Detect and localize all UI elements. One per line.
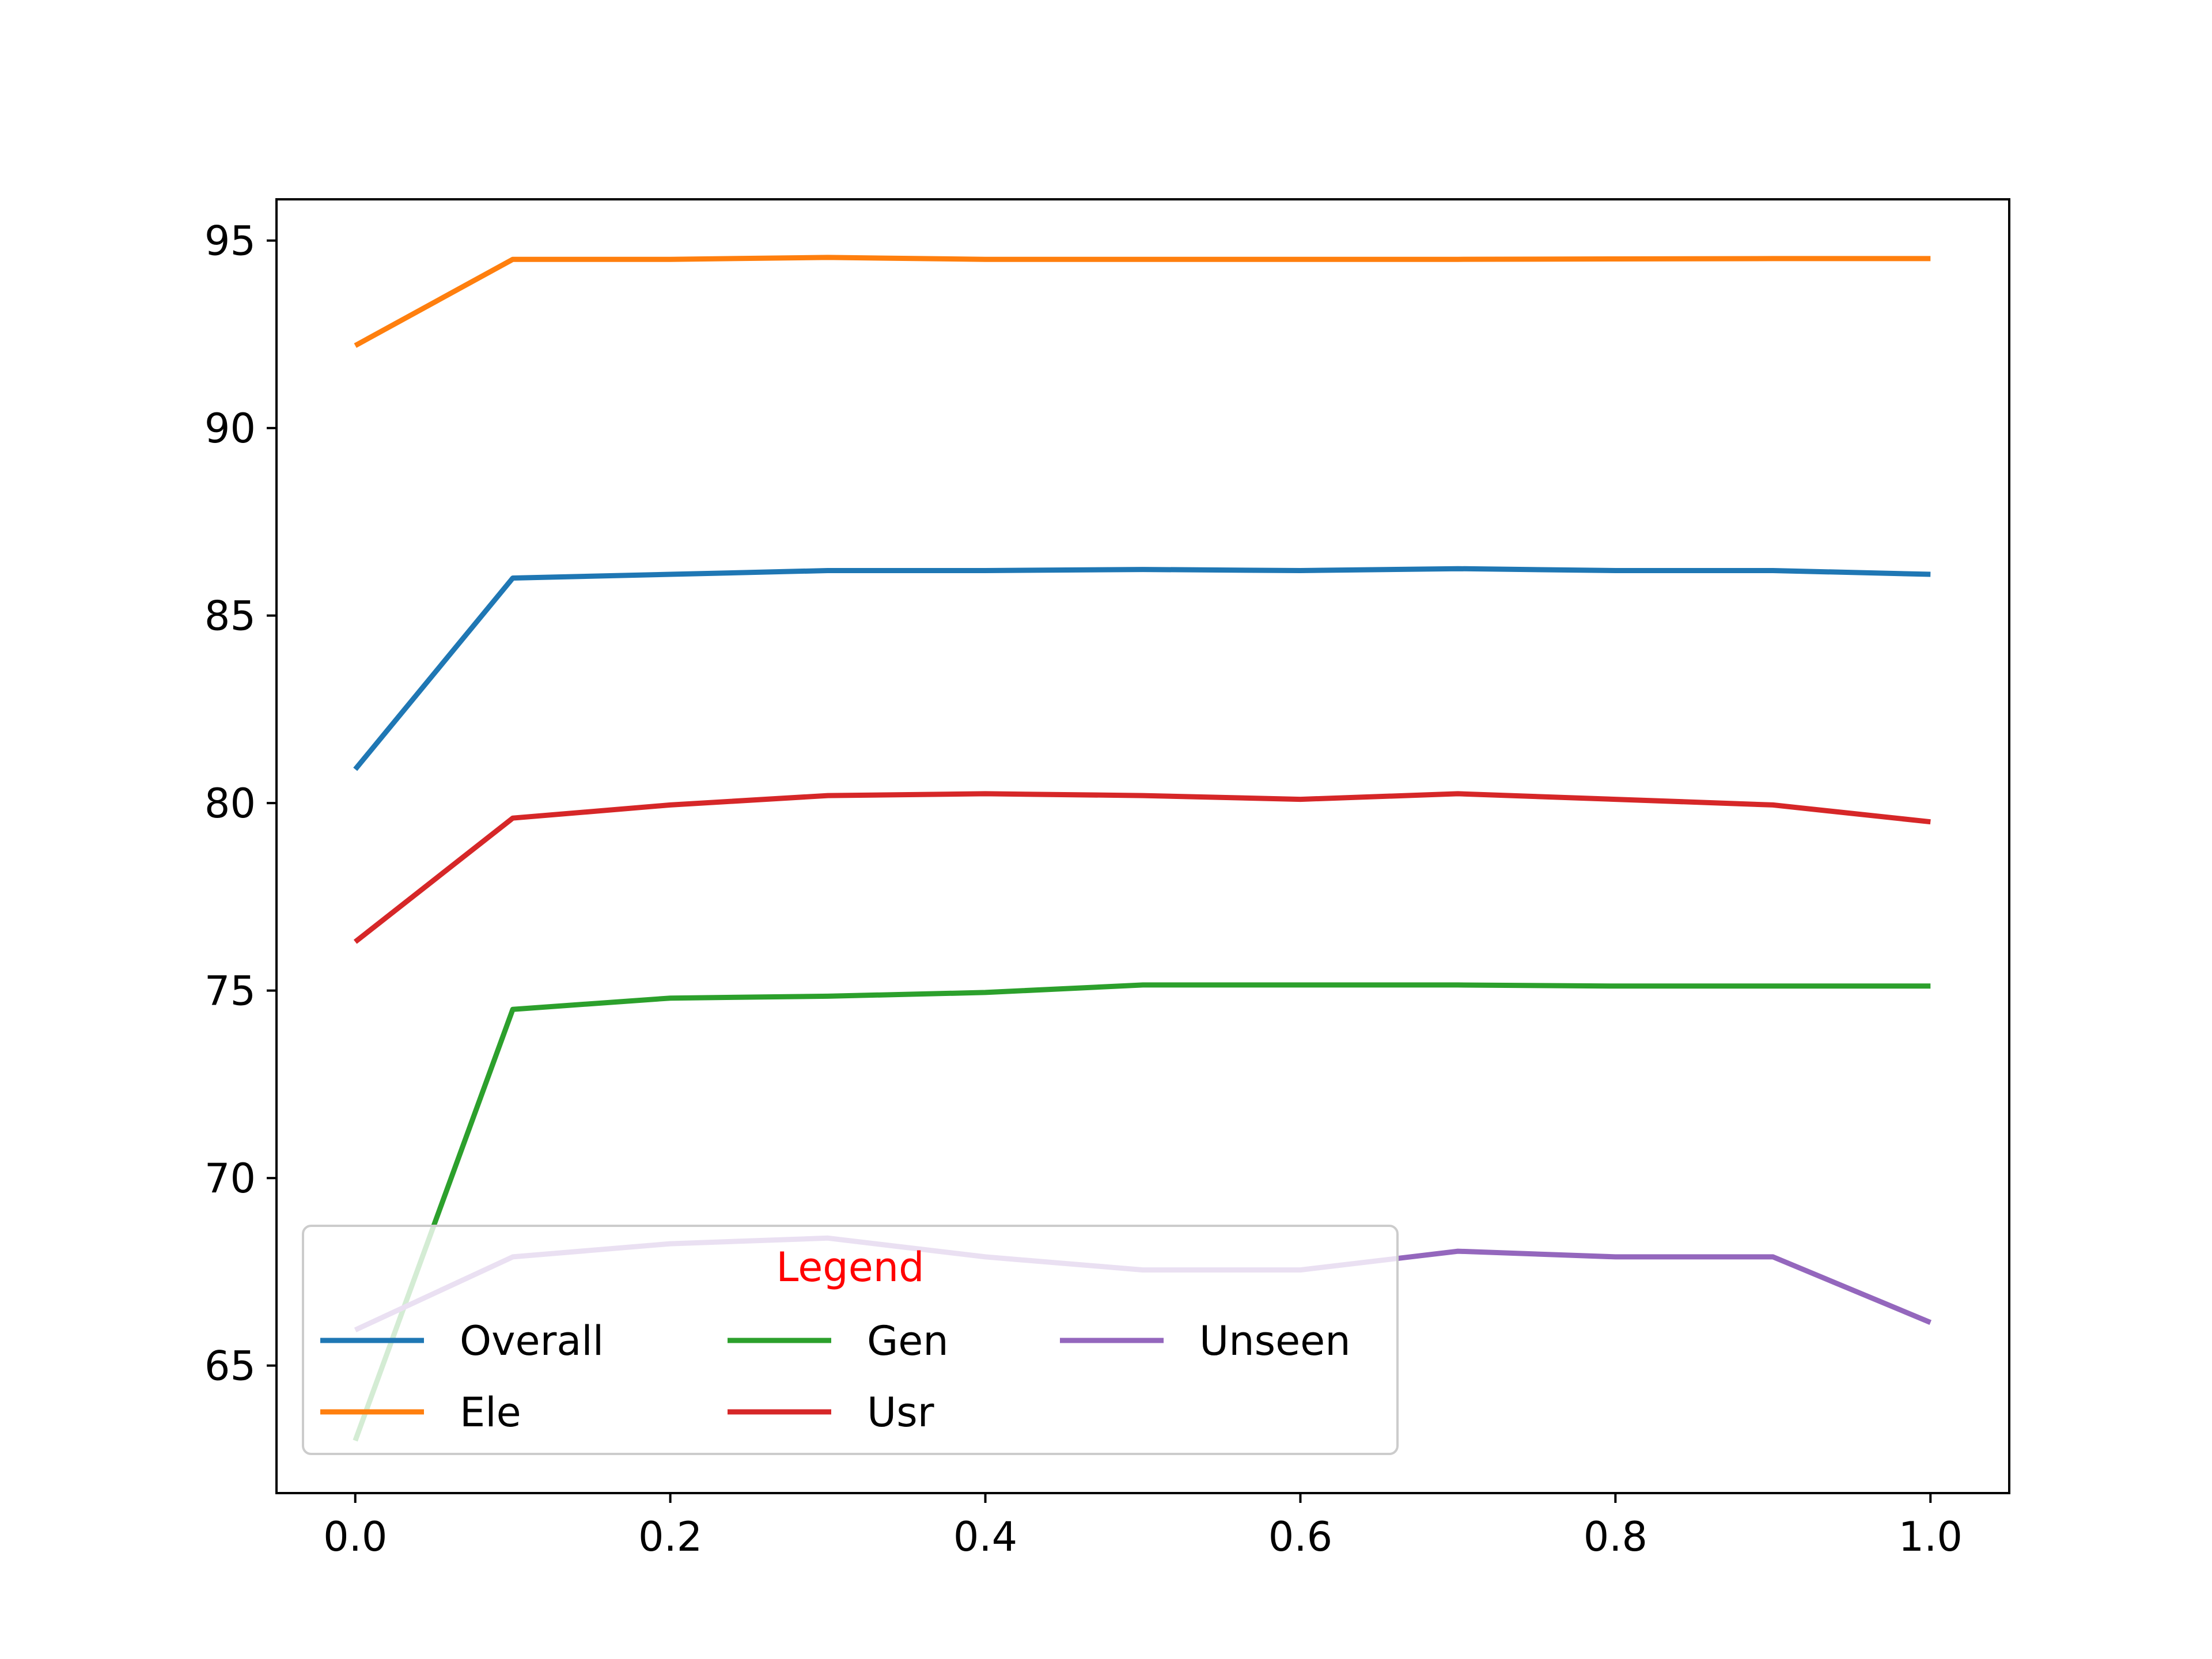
x-tick-label: 0.0 bbox=[323, 1513, 387, 1560]
legend-label-unseen: Unseen bbox=[1199, 1317, 1351, 1365]
series-line-usr bbox=[353, 791, 1931, 944]
legend-title: Legend bbox=[776, 1244, 924, 1291]
series-line-gen bbox=[353, 982, 1931, 1442]
legend-label-usr: Usr bbox=[867, 1389, 934, 1436]
legend-label-gen: Gen bbox=[867, 1317, 949, 1365]
y-tick-label: 65 bbox=[204, 1343, 256, 1390]
y-tick-label: 95 bbox=[204, 218, 256, 265]
legend-label-overall: Overall bbox=[460, 1317, 604, 1365]
y-tick-label: 75 bbox=[204, 968, 256, 1015]
x-tick-label: 0.2 bbox=[638, 1513, 702, 1560]
series-line-overall bbox=[353, 566, 1931, 771]
x-tick-label: 0.6 bbox=[1268, 1513, 1332, 1560]
x-tick-label: 0.8 bbox=[1584, 1513, 1647, 1560]
series-layer bbox=[353, 255, 1932, 1442]
legend: Legend Overall Ele Gen Usr Unseen bbox=[302, 1225, 1399, 1455]
legend-label-ele: Ele bbox=[460, 1389, 521, 1436]
y-tick-label: 90 bbox=[204, 405, 256, 452]
y-tick-label: 70 bbox=[204, 1155, 256, 1202]
legend-box bbox=[302, 1225, 1399, 1455]
y-tick-label: 85 bbox=[204, 593, 256, 640]
ticks-layer: 0.0 0.2 0.4 0.6 0.8 1.0 65 70 75 80 85 90 95 bbox=[204, 218, 1963, 1560]
x-tick-label: 1.0 bbox=[1899, 1513, 1963, 1560]
plot-frame bbox=[275, 198, 2010, 1494]
y-tick-label: 80 bbox=[204, 780, 256, 827]
x-tick-label: 0.4 bbox=[953, 1513, 1017, 1560]
series-line-ele bbox=[354, 255, 1931, 348]
